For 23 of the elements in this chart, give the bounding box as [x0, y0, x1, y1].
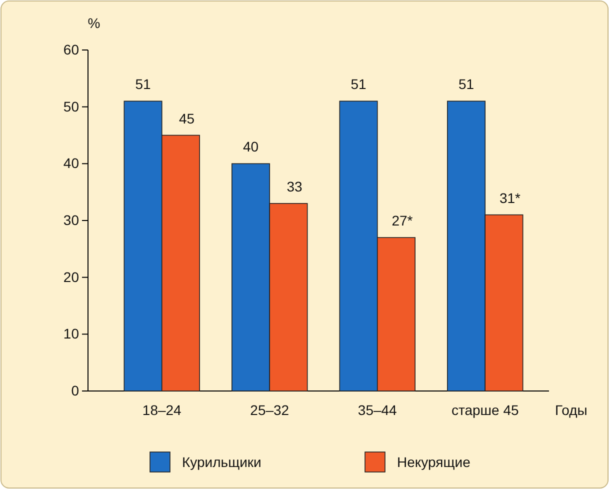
y-tick-label: 20 — [63, 268, 80, 285]
y-axis-title: % — [88, 15, 100, 31]
data-label: 27* — [392, 212, 414, 229]
data-label: 45 — [178, 110, 195, 126]
data-label: 51 — [458, 76, 474, 92]
data-label: 51 — [135, 76, 152, 92]
data-label: 31* — [499, 190, 522, 206]
y-tick-label: 50 — [63, 98, 80, 114]
y-tick-label: 40 — [63, 155, 80, 172]
y-tick-label: 0 — [71, 382, 80, 398]
y-tick-label: 30 — [63, 212, 80, 228]
x-axis-title: Годы — [555, 402, 588, 418]
y-tick-label: 10 — [63, 326, 80, 342]
legend-label: Некурящие — [397, 454, 471, 470]
data-label: 33 — [286, 178, 302, 194]
legend-label: Курильщики — [182, 454, 262, 470]
y-tick-label: 60 — [63, 41, 80, 58]
x-tick-label: 35–44 — [358, 402, 398, 418]
x-tick-label: 18–24 — [142, 402, 182, 418]
x-tick-label: 25–32 — [250, 402, 290, 418]
data-label: 51 — [350, 76, 367, 92]
x-tick-label: старше 45 — [451, 402, 519, 418]
data-label: 40 — [242, 138, 259, 155]
